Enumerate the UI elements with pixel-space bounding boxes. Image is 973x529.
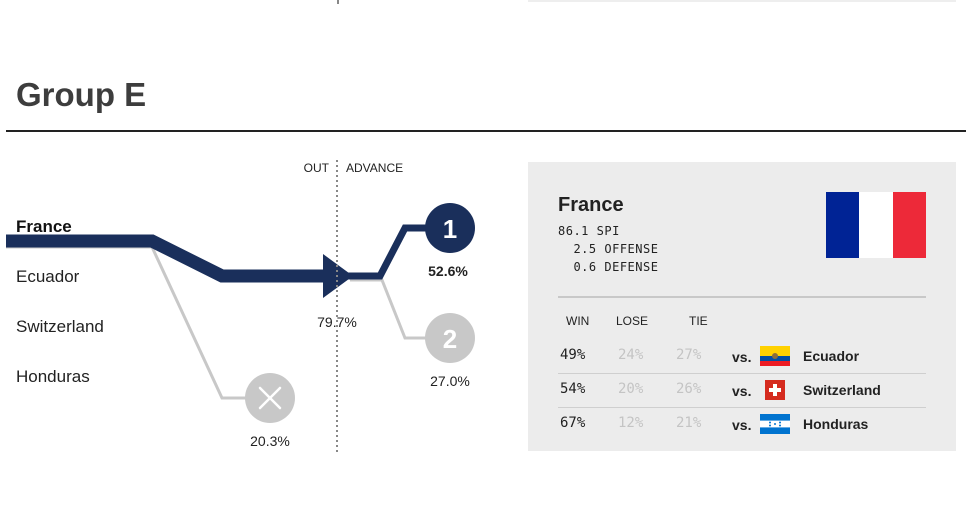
previous-panel-edge	[528, 0, 956, 2]
panel-divider	[558, 296, 926, 298]
stat-spi: 86.1 SPI	[558, 224, 620, 238]
flag-band-red	[892, 192, 926, 258]
tie-pct: 26%	[676, 381, 702, 397]
first-place-label: 1	[443, 214, 457, 244]
advance-label: ADVANCE	[346, 161, 403, 175]
stat-defense-value: 0.6	[573, 260, 597, 274]
stat-defense: 0.6 DEFENSE	[558, 260, 658, 274]
second-place-circle	[425, 313, 475, 363]
honduras-flag-icon	[760, 414, 790, 434]
second-place-label: 2	[443, 324, 457, 354]
top-divider	[337, 0, 339, 4]
header-lose: LOSE	[616, 314, 649, 328]
lose-pct: 24%	[618, 347, 644, 363]
france-path	[6, 234, 330, 283]
opponent-name: Honduras	[803, 416, 869, 432]
flag-band-blue	[826, 192, 860, 258]
first-place-circle	[425, 203, 475, 253]
team-detail-panel: France 86.1 SPI 2.5 OFFENSE 0.6 DEFENSE …	[528, 162, 956, 451]
stat-offense: 2.5 OFFENSE	[558, 242, 658, 256]
team-label-honduras: Honduras	[16, 367, 90, 386]
stat-spi-value: 86.1	[558, 224, 589, 238]
stat-offense-label: OFFENSE	[604, 242, 659, 256]
out-pct: 20.3%	[250, 433, 290, 449]
win-pct: 67%	[560, 415, 586, 431]
flag-band-white	[859, 192, 893, 258]
ecuador-flag-icon	[760, 346, 790, 366]
team-label-france: France	[16, 217, 72, 236]
team-label-ecuador: Ecuador	[16, 267, 80, 286]
stat-defense-label: DEFENSE	[604, 260, 659, 274]
advance-pct: 79.7%	[317, 314, 357, 330]
switzerland-flag-icon	[765, 380, 785, 400]
vs-label: vs.	[732, 383, 752, 399]
opponent-name: Ecuador	[803, 348, 860, 364]
win-pct: 49%	[560, 347, 586, 363]
opponent-name: Switzerland	[803, 382, 881, 398]
win-pct: 54%	[560, 381, 586, 397]
france-flag	[826, 192, 926, 258]
close-icon	[258, 386, 282, 410]
lose-pct: 12%	[618, 415, 644, 431]
tie-pct: 21%	[676, 415, 702, 431]
team-label-switzerland: Switzerland	[16, 317, 104, 336]
second-place-pct: 27.0%	[430, 373, 470, 389]
panel-team-name: France	[558, 194, 624, 216]
header-tie: TIE	[689, 314, 708, 328]
header-win: WIN	[566, 314, 590, 328]
group-title: Group E	[16, 76, 147, 113]
vs-label: vs.	[732, 349, 752, 365]
advancement-flow: OUT ADVANCE France Ecuador Switzerland H…	[6, 160, 475, 452]
stat-spi-label: SPI	[596, 224, 620, 238]
title-rule	[6, 130, 966, 132]
match-row: 49% 24% 27% vs. Ecuador	[558, 339, 926, 374]
out-label: OUT	[304, 161, 330, 175]
match-row: 54% 20% 26% vs. Switzerland	[558, 373, 926, 408]
lose-pct: 20%	[618, 381, 644, 397]
vs-label: vs.	[732, 417, 752, 433]
match-row: 67% 12% 21% vs. Honduras	[558, 407, 926, 441]
first-place-pct: 52.6%	[428, 263, 468, 279]
tie-pct: 27%	[676, 347, 702, 363]
stat-offense-value: 2.5	[573, 242, 597, 256]
